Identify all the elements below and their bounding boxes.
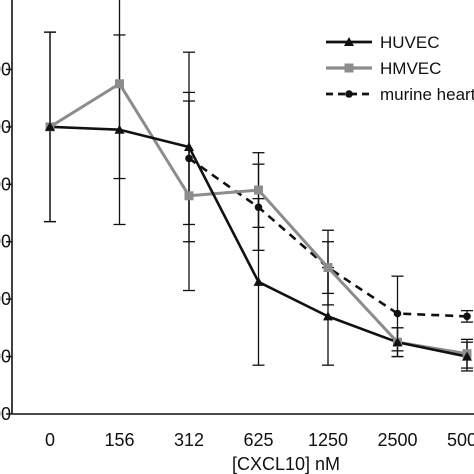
x-tick-label: 5000 — [447, 430, 474, 450]
x-ticks: 0 156 312 625 1250 2500 5000 — [45, 430, 474, 450]
legend-label: HUVEC — [380, 33, 440, 52]
legend-label: HMVEC — [380, 59, 441, 78]
data-point — [463, 312, 471, 321]
y-tick-label: 00 — [0, 174, 11, 194]
y-tick-label: 00 — [0, 117, 11, 137]
x-tick-label: 312 — [174, 430, 204, 450]
data-point — [345, 90, 353, 98]
data-point — [462, 351, 472, 361]
y-tick-label: 00 — [0, 404, 11, 424]
y-tick-label: 00 — [0, 232, 11, 252]
data-point — [323, 311, 333, 321]
y-ticks: 00 00 00 00 00 00 00 — [0, 59, 12, 424]
data-point — [185, 154, 193, 163]
data-point — [114, 124, 125, 134]
error-bars — [44, 0, 473, 372]
data-point — [253, 276, 264, 286]
data-point — [115, 79, 124, 89]
data-point — [184, 191, 194, 201]
data-point — [184, 141, 194, 151]
x-tick-label: 156 — [104, 430, 134, 450]
x-tick-label: 0 — [45, 430, 55, 450]
data-point — [323, 263, 333, 273]
x-tick-label: 1250 — [308, 430, 348, 450]
legend: HUVEC HMVEC murine heart — [326, 33, 474, 104]
data-point — [392, 337, 403, 347]
series-markers — [45, 79, 472, 361]
x-axis-title: [CXCL10] nM — [232, 454, 340, 474]
y-tick-label: 00 — [0, 347, 11, 367]
x-tick-label: 625 — [243, 430, 273, 450]
legend-label: murine heart — [380, 85, 474, 104]
data-point — [344, 37, 354, 46]
x-tick-label: 2500 — [377, 430, 417, 450]
data-point — [45, 121, 55, 131]
data-point — [254, 185, 263, 195]
data-point — [344, 63, 354, 73]
y-tick-label: 00 — [0, 59, 11, 79]
data-point — [393, 309, 402, 318]
y-tick-label: 00 — [0, 289, 11, 309]
data-point — [254, 203, 263, 212]
